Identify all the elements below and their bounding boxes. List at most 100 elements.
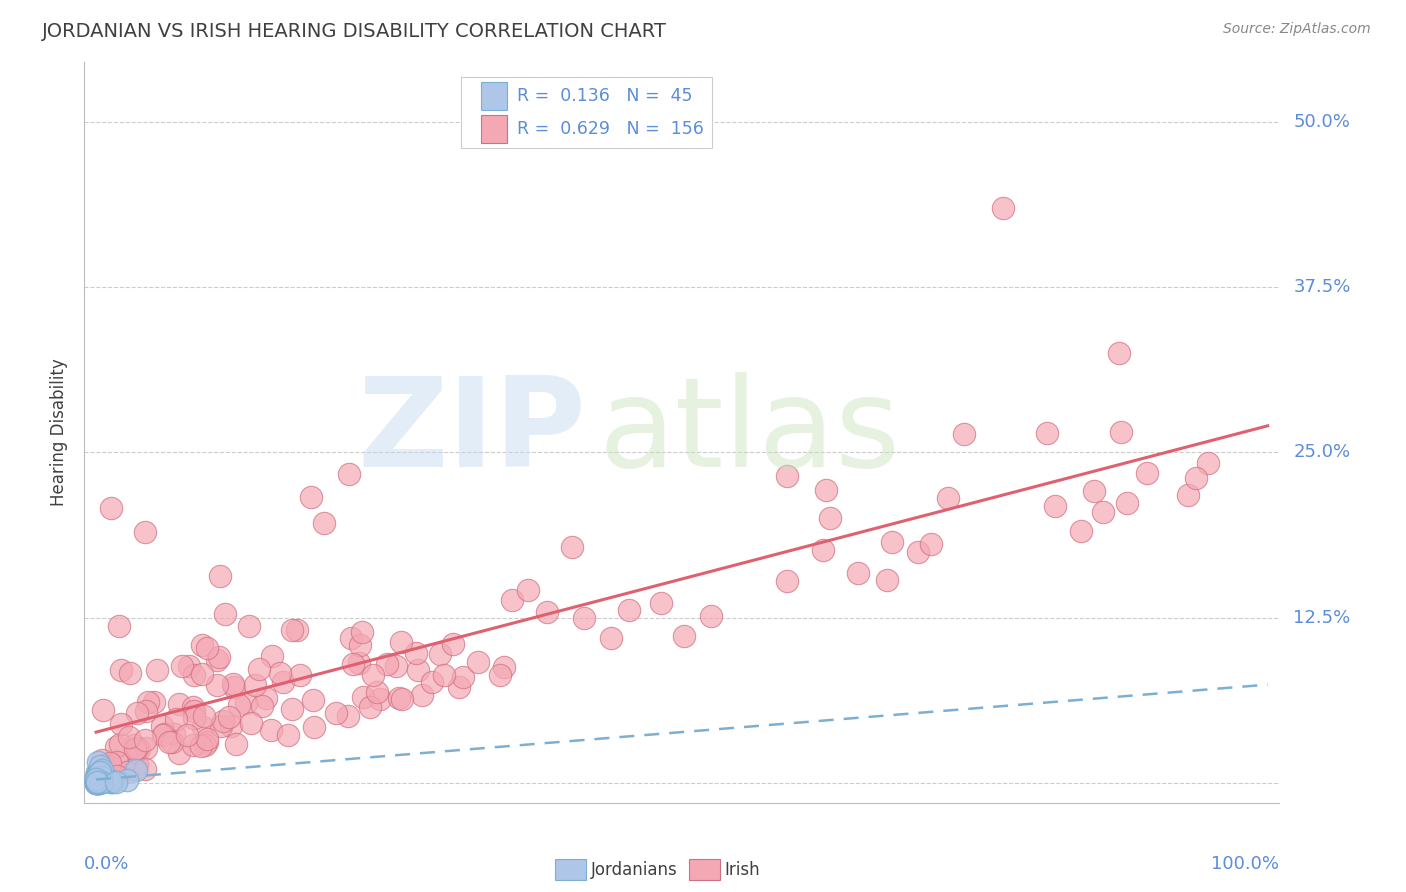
Point [110,716,132,731]
Point [84,774,107,789]
Point [325,706,347,721]
Point [211,714,233,729]
Point [98,756,121,771]
Text: JORDANIAN VS IRISH HEARING DISABILITY CORRELATION CHART: JORDANIAN VS IRISH HEARING DISABILITY CO… [42,22,666,41]
Point [93,774,115,789]
Point [936,491,959,505]
Point [405,646,427,660]
Point [86,775,108,789]
Point [105,769,128,783]
Point [86,766,108,780]
Point [100,775,122,789]
Point [385,658,408,673]
Point [195,731,218,746]
Point [110,663,132,677]
Point [920,537,942,551]
Point [86,776,108,790]
Point [281,623,304,637]
Point [87,775,110,789]
Point [118,665,141,680]
Point [87,775,110,789]
Point [1091,505,1114,519]
Point [84,774,107,789]
Point [235,696,257,710]
Point [191,638,214,652]
Point [441,638,464,652]
Point [91,774,114,789]
Text: 50.0%: 50.0% [1294,113,1350,131]
Point [134,733,156,747]
Point [135,704,157,718]
Point [876,573,898,587]
Point [87,775,110,789]
Point [650,596,672,610]
Point [122,738,145,752]
Point [262,648,284,663]
Point [209,569,232,583]
Point [600,631,623,645]
Text: 100.0%: 100.0% [1212,855,1279,872]
FancyBboxPatch shape [461,78,711,147]
Point [449,680,471,694]
Point [222,677,245,691]
Point [128,742,150,756]
Point [105,755,128,769]
Point [336,709,359,723]
Point [98,774,121,789]
Text: Source: ZipAtlas.com: Source: ZipAtlas.com [1223,22,1371,37]
Point [339,467,361,481]
Point [87,776,110,790]
Point [183,704,205,718]
Point [433,667,456,681]
Point [195,641,218,656]
Point [86,776,108,790]
Text: atlas: atlas [599,372,900,493]
Point [359,700,381,714]
Point [1036,426,1059,441]
Point [218,710,240,724]
Point [197,735,219,749]
Point [167,697,190,711]
Point [1197,456,1219,470]
Point [775,574,797,588]
Text: 0.0%: 0.0% [84,855,129,872]
Point [536,605,558,619]
Point [90,775,112,789]
Point [368,692,391,706]
Point [160,735,183,749]
Point [205,653,228,667]
Point [135,740,157,755]
Point [100,500,122,515]
Point [125,741,148,756]
Point [813,543,835,558]
Point [84,773,107,788]
Point [104,739,127,754]
Point [672,629,695,643]
Point [101,775,124,789]
Point [136,695,159,709]
Point [94,772,117,786]
Point [167,746,190,760]
Text: Irish: Irish [724,861,759,879]
Point [221,719,243,733]
Point [1136,467,1159,481]
Point [388,690,411,705]
Point [125,764,148,778]
Point [429,648,451,662]
Point [247,662,270,676]
Point [422,674,444,689]
Point [411,688,433,702]
Point [84,772,107,787]
Point [86,775,108,789]
Point [108,738,131,752]
Point [86,776,108,790]
Point [1177,488,1199,502]
Text: R =  0.136   N =  45: R = 0.136 N = 45 [517,87,693,104]
Point [157,735,180,749]
Point [152,728,174,742]
Point [87,775,110,789]
Point [882,535,904,549]
Point [260,723,283,737]
Point [90,775,112,789]
Point [90,770,112,784]
